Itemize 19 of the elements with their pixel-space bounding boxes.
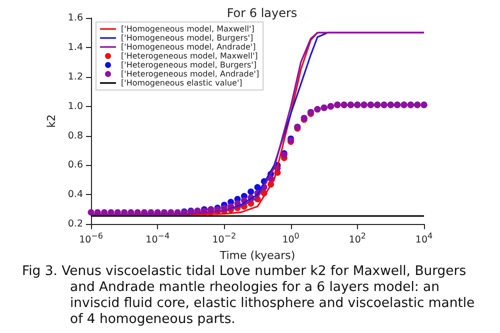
y-tick-label: 0.6: [68, 160, 83, 171]
legend-label: ['Heterogeneous model, Burgers']: [121, 60, 256, 70]
y-tick-label: 0.8: [68, 130, 83, 142]
chart-title: For 6 layers: [226, 6, 298, 20]
legend-label: ['Heterogeneous model, Maxwell']: [121, 52, 258, 60]
y-tick-label: 1.2: [68, 71, 83, 82]
caption: Fig 3. Venus viscoelastic tidal Love number k2 for Maxwell, Burgers and Andrade mantle rheologies for a 6 layers model: an inviscid fluid core, elastic lithosphere and viscoelastic mantle of 4 homogeneous parts.: [22, 264, 476, 328]
y-tick-label: 1.4: [68, 42, 83, 53]
legend-label: ['Homogeneous model, Andrade']: [121, 42, 256, 52]
y-axis-title: k2: [44, 114, 58, 128]
y-tick-label: 1.0: [68, 100, 83, 112]
x-axis-title: Time (kyears): [218, 249, 296, 262]
y-tick-label: 0.2: [68, 218, 83, 230]
legend-label: ['Homogeneous elastic value']: [121, 78, 242, 88]
legend-label: ['Homogeneous model, Maxwell']: [121, 24, 254, 34]
y-tick-label: 0.4: [68, 189, 83, 200]
y-tick-label: 1.6: [68, 12, 83, 24]
legend-label: ['Homogeneous model, Burgers']: [121, 34, 254, 42]
legend-label: ['Heterogeneous model, Andrade']: [121, 70, 260, 78]
